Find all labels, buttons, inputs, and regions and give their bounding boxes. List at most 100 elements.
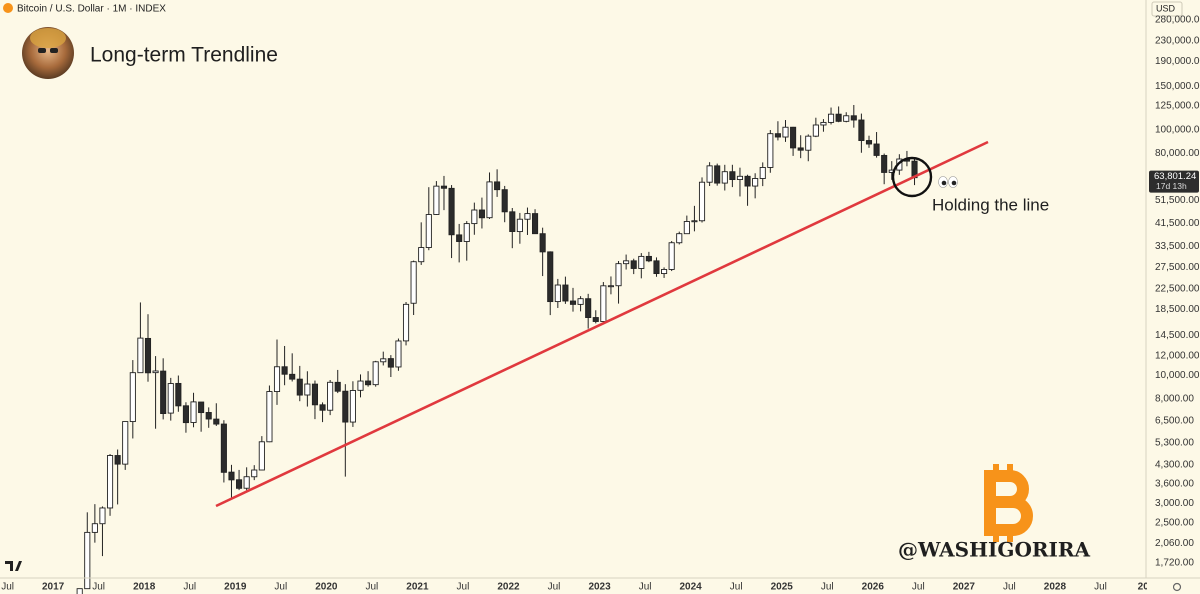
trendline <box>215 140 989 508</box>
candle-body <box>410 261 417 304</box>
currency-box[interactable] <box>1151 1 1183 17</box>
candle-body <box>820 121 827 126</box>
candle-body <box>600 285 607 322</box>
x-tick-label: 2023 <box>588 582 611 593</box>
y-tick-label: 230,000.00 <box>1155 36 1200 47</box>
candle-body <box>418 247 425 263</box>
x-tick-label: Jul <box>92 582 105 593</box>
settings-icon[interactable] <box>1172 582 1182 592</box>
candle-body <box>106 455 114 509</box>
candle-body <box>645 255 652 262</box>
candle-body <box>289 373 296 380</box>
x-tick-label: 2017 <box>42 582 65 593</box>
candle-body <box>213 418 220 425</box>
candle-body <box>850 115 857 121</box>
x-tick-label: Jul <box>912 582 925 593</box>
y-tick-label: 41,500.00 <box>1155 218 1200 229</box>
avatar <box>22 27 74 79</box>
candle-body <box>630 260 637 269</box>
x-tick-label: Jul <box>548 582 561 593</box>
price-tag <box>1149 170 1199 193</box>
y-tick-label: 3,000.00 <box>1155 498 1194 509</box>
candle-body <box>714 165 721 184</box>
x-tick-label: 2021 <box>406 582 429 593</box>
candle-body <box>759 167 766 179</box>
candle-body <box>463 223 470 242</box>
y-tick-label: 80,000.00 <box>1155 148 1200 159</box>
candle-body <box>137 337 144 374</box>
x-tick-label: 2028 <box>1044 582 1067 593</box>
candle-body <box>774 133 781 138</box>
axes: Jul 2017 Jul 2018 Jul 2019 Jul 2020 Jul 2021 Jul 20… <box>1 15 1200 594</box>
candle-body <box>273 366 281 392</box>
x-tick-label: 2027 <box>953 582 976 593</box>
watermark: @WASHIGORIRA <box>898 538 1090 562</box>
y-tick-label: 12,000.00 <box>1155 350 1200 361</box>
candle-body <box>372 361 379 386</box>
candle-body <box>873 143 880 156</box>
y-tick-label: 100,000.00 <box>1155 124 1200 135</box>
candle-body <box>304 383 311 396</box>
countdown: 17d 13h <box>1156 181 1187 191</box>
y-tick-label: 150,000.00 <box>1155 81 1200 92</box>
candle-body <box>835 113 842 122</box>
candle-body <box>236 479 243 489</box>
x-tick-label: 2025 <box>771 582 794 593</box>
candle-body <box>440 185 448 189</box>
y-tick-label: 27,500.00 <box>1155 262 1200 273</box>
candle-body <box>76 588 83 594</box>
x-tick-label: Jul <box>1094 582 1107 593</box>
candle-body <box>729 171 736 181</box>
candle-body <box>205 412 212 420</box>
candle-body <box>494 181 501 191</box>
candle-body <box>554 284 561 303</box>
x-tick-label: Jul <box>274 582 287 593</box>
candle-body <box>744 175 751 187</box>
candle-body <box>486 181 493 219</box>
candle-body <box>812 124 819 137</box>
candle-body <box>266 391 273 443</box>
candle-body <box>478 209 485 219</box>
y-tick-label: 1,720.00 <box>1155 557 1194 568</box>
candle-body <box>175 382 182 407</box>
candle-body <box>319 404 326 411</box>
x-tick-label: 2026 <box>862 582 885 593</box>
candle-body <box>365 380 372 386</box>
candle-body <box>623 260 630 265</box>
candle-body <box>797 147 804 151</box>
candle-body <box>220 423 227 473</box>
candle-body <box>198 401 205 414</box>
candle-body <box>448 187 455 236</box>
plot-area <box>76 104 918 594</box>
candle-body <box>676 233 683 244</box>
candle-body <box>129 372 136 423</box>
x-tick-label: Jul <box>639 582 652 593</box>
x-tick-label: 2018 <box>133 582 156 593</box>
candle-body <box>858 119 865 141</box>
symbol-icon <box>3 3 13 13</box>
candle-body <box>532 213 539 235</box>
candle-body <box>501 189 508 213</box>
candle-body <box>585 298 592 318</box>
y-tick-label: 10,000.00 <box>1155 370 1200 381</box>
candle-body <box>182 405 189 424</box>
x-tick-label: Jul <box>1 582 14 593</box>
y-tick-label: 51,500.00 <box>1155 195 1200 206</box>
candle-body <box>243 476 250 489</box>
candle-body <box>721 171 728 184</box>
candle-body <box>691 220 698 223</box>
y-tick-label: 18,500.00 <box>1155 304 1200 315</box>
candle-body <box>114 455 121 465</box>
y-tick-label: 2,060.00 <box>1155 538 1194 549</box>
candle-body <box>683 221 690 235</box>
candle-body <box>296 378 303 396</box>
candle-body <box>767 133 774 168</box>
candle-body <box>91 523 98 533</box>
candle-body <box>782 126 789 138</box>
candle-body <box>327 381 334 411</box>
annotation: Holding the line <box>932 195 1049 214</box>
candle-body <box>387 358 394 368</box>
candle-body <box>380 358 387 363</box>
currency: USD <box>1156 3 1176 13</box>
